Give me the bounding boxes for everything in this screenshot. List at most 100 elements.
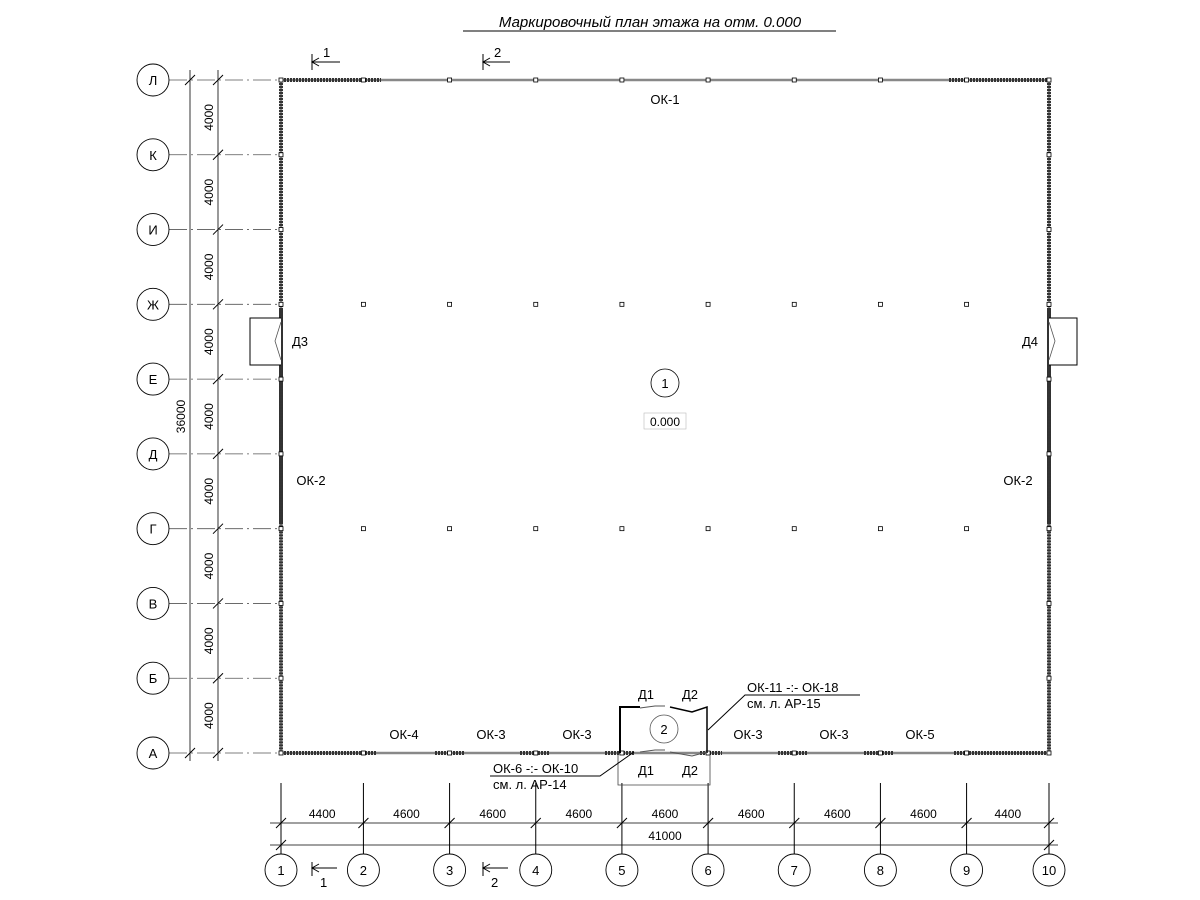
column-marker [278, 227, 284, 232]
level-mark: 0.000 [650, 415, 680, 429]
column-marker [278, 152, 284, 158]
column-marker [1046, 227, 1052, 232]
dim-tick [212, 598, 224, 609]
column-marker [1046, 675, 1052, 681]
building-outline [249, 77, 1078, 756]
column-marker [878, 301, 883, 307]
door-d3-leaf [274, 321, 282, 361]
door-d3-vestibule [249, 317, 281, 366]
column-axis-label: 1 [277, 863, 284, 878]
dim-tick [1043, 839, 1055, 851]
vestibule: 2 Д1 Д2 Д1 Д2 [617, 687, 711, 786]
row-span-dimension: 4000 [202, 178, 216, 205]
dim-tick [184, 74, 196, 86]
column-marker [791, 77, 797, 83]
column-marker [278, 601, 284, 606]
dim-tick [212, 149, 224, 161]
total-width-dimension: 41000 [648, 829, 682, 843]
column-marker [447, 750, 452, 756]
section-label: 1 [320, 875, 327, 890]
column-marker [278, 301, 284, 307]
column-marker [278, 750, 284, 756]
column-marker [361, 526, 366, 532]
callout-lower: ОК-6 -:- ОК-10 см. л. АР-14 [490, 751, 635, 792]
column-axis-bubble [950, 853, 984, 887]
span-dimension: 4600 [910, 807, 937, 821]
column-marker [964, 750, 969, 756]
column-axis-label: 7 [791, 863, 798, 878]
row-axis-label: Л [149, 73, 158, 88]
column-marker [278, 77, 284, 83]
room-1-tag: 1 0.000 [643, 368, 687, 430]
column-marker [278, 451, 284, 457]
dim-tick [530, 817, 542, 829]
dim-tick [212, 74, 224, 86]
row-span-dimension: 4000 [202, 328, 216, 355]
section-mark-2-top: 2 [481, 45, 510, 70]
row-axis-bubble [136, 138, 170, 172]
row-axis-label: Е [149, 372, 158, 387]
span-dimension: 4600 [393, 807, 420, 821]
dim-tick [358, 817, 369, 829]
column-marker [533, 77, 539, 83]
column-marker [619, 301, 625, 307]
column-marker [705, 526, 711, 532]
row-axis-bubble [136, 512, 170, 546]
callout-text: ОК-6 -:- ОК-10 [493, 761, 578, 776]
span-dimension: 4600 [565, 807, 592, 821]
row-axis-bubble [136, 661, 170, 695]
column-marker [791, 526, 797, 532]
dim-tick [212, 224, 224, 235]
section-mark-1-bottom: 1 [310, 862, 337, 890]
dim-tick [1043, 817, 1055, 829]
column-axis-label: 3 [446, 863, 453, 878]
dim-tick [184, 747, 196, 759]
door-mark-d2-bottom: Д2 [682, 763, 698, 778]
column-marker [533, 750, 539, 756]
span-dimension: 4600 [479, 807, 506, 821]
span-dimension: 4600 [738, 807, 765, 821]
window-mark-bottom: ОК-5 [905, 727, 934, 742]
column-marker [1046, 77, 1052, 83]
window-mark-bottom: ОК-3 [562, 727, 591, 742]
column-marker [361, 77, 366, 83]
row-axis-bubble [136, 362, 170, 396]
row-axis-label: В [149, 596, 158, 611]
row-span-dimension: 4000 [202, 403, 216, 430]
row-span-dimension: 4000 [202, 627, 216, 654]
row-axis-label: Б [149, 671, 158, 686]
dim-tick [212, 298, 224, 310]
row-axis-label: Ж [147, 297, 159, 312]
column-marker [878, 526, 883, 532]
dim-tick [788, 817, 800, 829]
window-mark-bottom: ОК-3 [476, 727, 505, 742]
row-span-dimension: 4000 [202, 104, 216, 131]
column-axis-label: 5 [618, 863, 625, 878]
dim-tick [616, 817, 628, 829]
row-axis-bubble [136, 287, 170, 321]
row-span-dimension: 4000 [202, 702, 216, 729]
window-mark-bottom: ОК-4 [389, 727, 418, 742]
span-dimension: 4600 [824, 807, 851, 821]
column-axis-bubble [605, 853, 639, 887]
dim-tick [212, 523, 224, 535]
axis-grid: А Б В Г Д Е Ж И К Л 1 2 3 4 5 6 7 8 9 10 [136, 63, 1066, 887]
door-mark-d1-top: Д1 [638, 687, 654, 702]
section-mark-2-bottom: 2 [481, 862, 508, 890]
door-d4-vestibule [1049, 317, 1078, 366]
column-marker [278, 376, 284, 382]
door-mark-d3: Д3 [292, 334, 308, 349]
column-marker [278, 675, 284, 681]
column-axis-bubble [519, 853, 553, 887]
column-axis-label: 9 [963, 863, 970, 878]
span-dimension: 4400 [309, 807, 336, 821]
row-span-dimension: 4000 [202, 478, 216, 505]
window-mark-bottom: ОК-3 [733, 727, 762, 742]
row-span-dimension: 4000 [202, 253, 216, 280]
column-axis-label: 10 [1042, 863, 1056, 878]
callout-reference: см. л. АР-14 [493, 777, 567, 792]
column-axis-label: 4 [532, 863, 539, 878]
column-marker [533, 301, 539, 307]
column-marker [878, 750, 883, 756]
